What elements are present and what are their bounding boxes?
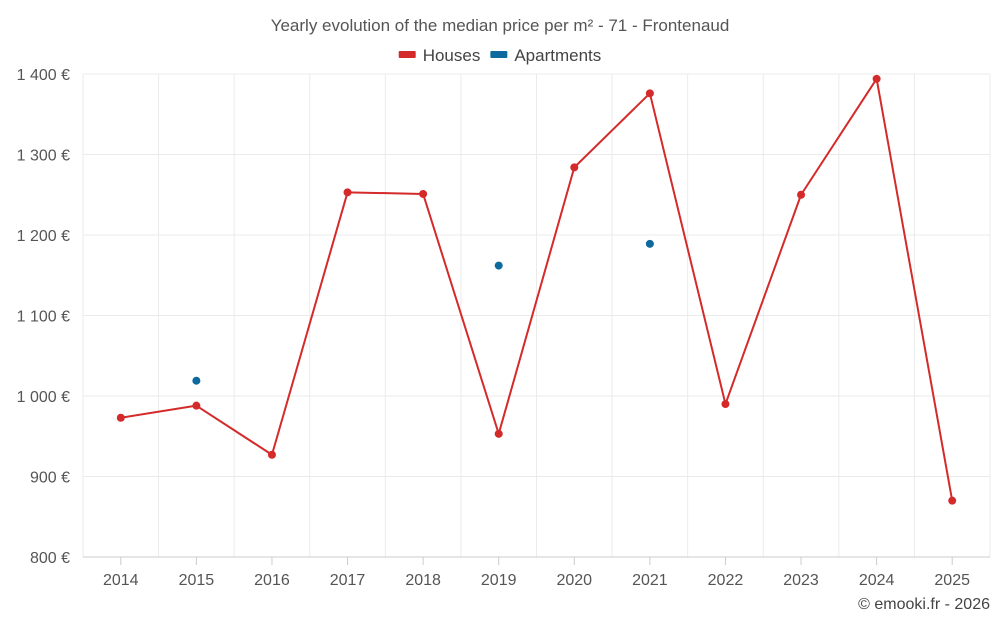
- series-apartments: [192, 239, 654, 385]
- data-point-houses[interactable]: [494, 429, 503, 438]
- data-point-houses[interactable]: [872, 74, 881, 83]
- legend-item-apartments[interactable]: Apartments: [490, 46, 601, 65]
- data-point-houses[interactable]: [645, 89, 654, 98]
- gridlines: [82, 73, 991, 557]
- data-point-houses[interactable]: [343, 188, 352, 197]
- x-tick-label: 2015: [179, 572, 215, 589]
- series-line-houses: [120, 77, 954, 501]
- x-tick-label: 2025: [934, 572, 970, 589]
- data-point-houses[interactable]: [419, 189, 428, 198]
- legend: Houses Apartments: [398, 46, 601, 65]
- data-point-houses[interactable]: [948, 496, 957, 505]
- chart-title: Yearly evolution of the median price per…: [271, 16, 730, 35]
- data-point-apartments[interactable]: [645, 239, 654, 248]
- y-tick-label: 800 €: [30, 550, 70, 567]
- x-tick-label: 2021: [632, 572, 668, 589]
- y-tick-label: 1 200 €: [17, 228, 70, 245]
- y-tick-label: 1 000 €: [17, 389, 70, 406]
- x-tick-label: 2024: [859, 572, 895, 589]
- plot-area: [116, 74, 957, 505]
- legend-label: Houses: [423, 46, 481, 65]
- legend-swatch: [490, 51, 508, 58]
- x-tick-label: 2020: [556, 572, 592, 589]
- x-tick-label: 2023: [783, 572, 819, 589]
- y-tick-label: 1 100 €: [17, 309, 70, 326]
- data-point-houses[interactable]: [721, 400, 730, 409]
- data-point-houses[interactable]: [797, 190, 806, 199]
- axes: 800 € 900 € 1 000 € 1 100 € 1 200 € 1 300 € 1 …: [17, 67, 990, 589]
- credit-text: © emooki.fr - 2026: [858, 596, 990, 613]
- data-point-houses[interactable]: [192, 401, 201, 410]
- x-tick-label: 2014: [103, 572, 139, 589]
- data-point-houses[interactable]: [116, 413, 125, 422]
- data-point-apartments[interactable]: [192, 376, 201, 385]
- y-tick-label: 900 €: [30, 470, 70, 487]
- x-tick-label: 2018: [405, 572, 441, 589]
- y-tick-label: 1 400 €: [17, 67, 70, 84]
- legend-item-houses[interactable]: Houses: [398, 46, 481, 65]
- y-tick-label: 1 300 €: [17, 148, 70, 165]
- data-point-houses[interactable]: [267, 450, 276, 459]
- data-point-houses[interactable]: [570, 163, 579, 172]
- legend-label: Apartments: [514, 46, 601, 65]
- x-tick-label: 2019: [481, 572, 517, 589]
- x-tick-label: 2022: [708, 572, 744, 589]
- data-point-apartments[interactable]: [494, 261, 503, 270]
- x-tick-label: 2016: [254, 572, 290, 589]
- legend-swatch: [398, 51, 416, 58]
- x-tick-label: 2017: [330, 572, 366, 589]
- series-houses: [116, 74, 957, 505]
